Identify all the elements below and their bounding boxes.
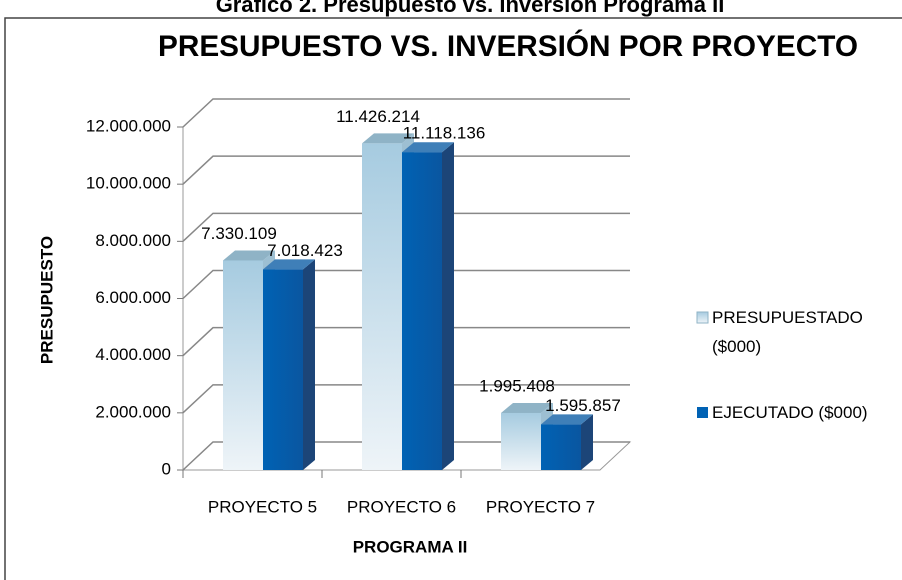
data-label: 11.118.136 (403, 124, 486, 143)
chart-title: PRESUPUESTO VS. INVERSIÓN POR PROYECTO (158, 29, 858, 63)
grid-line (182, 98, 630, 128)
bar-top (223, 250, 275, 261)
legend-swatch (697, 407, 708, 418)
chart-border (4, 17, 902, 580)
x-axis-label: PROGRAMA II (353, 537, 468, 556)
bar-top (263, 259, 315, 270)
grid-line (182, 384, 630, 414)
grid-line (182, 441, 630, 471)
bar (263, 269, 303, 470)
y-tick-label: 8.000.000 (95, 231, 171, 250)
x-tick-label: PROYECTO 6 (347, 497, 456, 516)
data-label: 1.595.857 (545, 396, 621, 415)
y-tick-label: 10.000.000 (86, 174, 171, 193)
x-tick-label: PROYECTO 5 (208, 497, 317, 516)
grid-line (182, 212, 630, 242)
y-axis-label: PRESUPUESTO (37, 236, 56, 364)
bar-side (581, 414, 593, 470)
x-tick-label: PROYECTO 7 (486, 497, 595, 516)
data-label: 1.995.408 (479, 376, 555, 395)
y-tick-label: 2.000.000 (95, 402, 171, 421)
legend-label: PRESUPUESTADO ($000) (712, 308, 863, 356)
bar (501, 412, 541, 470)
caption: Gráfico 2. Presupuesto vs. Inversión Pro… (216, 0, 725, 17)
y-tick-label: 4.000.000 (95, 345, 171, 364)
y-tick-label: 0 (162, 459, 171, 478)
bar-top (501, 402, 553, 413)
legend-label: EJECUTADO ($000) (712, 403, 868, 422)
y-tick-label: 6.000.000 (95, 288, 171, 307)
bar-side (303, 259, 315, 470)
data-label: 7.018.423 (267, 241, 343, 260)
bar-top (362, 133, 414, 144)
bar (362, 143, 402, 471)
grid-line (182, 269, 630, 300)
bar (541, 424, 581, 470)
data-label: 11.426.214 (336, 107, 420, 126)
grid-line (182, 155, 630, 185)
bar (402, 152, 442, 471)
legend-swatch (696, 311, 709, 324)
bar (223, 260, 263, 470)
grid-line (182, 326, 630, 357)
data-label: 7.330.109 (201, 224, 277, 243)
y-tick-label: 12.000.000 (86, 116, 171, 135)
bar-top (541, 414, 593, 425)
bar-top (402, 142, 454, 153)
bar-side (442, 142, 454, 471)
